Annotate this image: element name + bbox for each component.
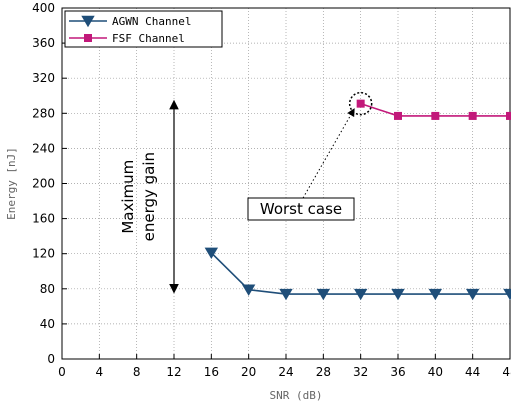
- y-tick-label: 80: [40, 282, 55, 296]
- annotations: Maximum energy gain Worst case: [119, 91, 373, 294]
- plot-frame: [61, 7, 511, 360]
- y-tick-label: 320: [32, 71, 55, 85]
- data-point: [394, 111, 402, 120]
- series-1: [204, 247, 511, 301]
- data-point: [431, 111, 440, 120]
- worst-case-circle: [348, 91, 373, 116]
- worst-case-box: [247, 197, 355, 221]
- x-tick-label: 28: [316, 365, 331, 379]
- data-point: [353, 288, 368, 301]
- y-tick-label: 0: [47, 352, 55, 366]
- y-tick-label: 200: [32, 177, 55, 191]
- x-tick-label: 40: [428, 365, 443, 379]
- y-tick-label: 240: [32, 141, 55, 155]
- data-point: [428, 288, 443, 301]
- x-tick-label: 20: [241, 365, 256, 379]
- series: [204, 99, 511, 301]
- y-tick-label: 360: [32, 36, 55, 50]
- data-point: [465, 288, 480, 301]
- x-tick-label: 24: [278, 365, 293, 379]
- gain-label-line1: Maximum: [119, 160, 137, 234]
- data-point: [356, 99, 365, 108]
- gain-label-line2: energy gain: [140, 152, 158, 241]
- worst-case-label: Worst case: [260, 200, 342, 218]
- x-tick-label: 36: [390, 365, 405, 379]
- x-tick-label: 4: [96, 365, 104, 379]
- data-point: [279, 288, 293, 301]
- data-point: [503, 288, 511, 301]
- x-tick-label: 32: [353, 365, 368, 379]
- worst-case-arrow: [302, 108, 355, 199]
- legend-label: AGWN Channel: [112, 15, 191, 28]
- legend-swatch-marker: [81, 15, 95, 28]
- legend-swatch-marker: [84, 34, 92, 42]
- y-tick-label: 280: [32, 106, 55, 120]
- y-tick-label: 160: [32, 212, 55, 226]
- x-tick-label: 8: [133, 365, 141, 379]
- x-tick-label: 0: [58, 365, 66, 379]
- x-tick-label: 44: [465, 365, 480, 379]
- data-point: [316, 288, 331, 301]
- tick-labels: 0481216202428323640444804080120160200240…: [32, 1, 511, 379]
- y-axis-label: Energy [nJ]: [5, 147, 18, 220]
- data-point: [468, 111, 477, 120]
- y-tick-label: 400: [32, 1, 55, 15]
- legend-label: FSF Channel: [112, 32, 185, 45]
- y-tick-label: 120: [32, 247, 55, 261]
- x-axis-label: SNR (dB): [270, 389, 323, 402]
- data-point: [391, 288, 405, 301]
- data-point: [204, 247, 219, 260]
- x-tick-label: 48: [502, 365, 511, 379]
- legend: AGWN Channel FSF Channel: [64, 10, 223, 48]
- data-point: [506, 111, 511, 120]
- x-tick-label: 12: [166, 365, 181, 379]
- series-2: [356, 99, 511, 120]
- x-tick-label: 16: [204, 365, 219, 379]
- y-tick-label: 40: [40, 317, 55, 331]
- data-point: [241, 284, 256, 296]
